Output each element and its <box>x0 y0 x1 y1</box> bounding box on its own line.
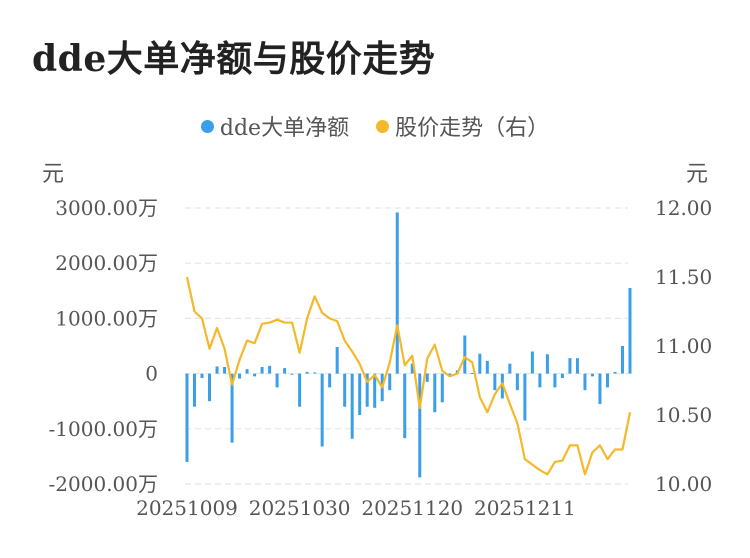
x-tick-label: 20251030 <box>249 496 351 520</box>
right-axis-unit: 元 <box>685 162 708 187</box>
dde-bar <box>208 373 212 402</box>
dde-bar <box>290 373 294 375</box>
y-right-tick-label: 11.00 <box>655 334 712 358</box>
dde-bar <box>320 373 324 447</box>
dde-bar <box>200 373 204 379</box>
dde-bar <box>388 373 392 391</box>
dde-bar <box>583 373 587 391</box>
dde-bar <box>538 373 542 388</box>
dde-bar <box>395 212 399 374</box>
dde-bar <box>313 372 317 374</box>
dde-bar <box>298 373 302 407</box>
legend-dot-price-icon <box>376 119 390 133</box>
dde-bar <box>433 373 437 413</box>
legend: dde大单净额 股价走势（右） <box>0 110 750 142</box>
dde-bar <box>523 373 527 421</box>
legend-label-price: 股价走势（右） <box>395 116 550 141</box>
x-tick-label: 20251009 <box>136 496 238 520</box>
dde-bar <box>560 373 564 379</box>
dde-bar <box>605 373 609 388</box>
y-left-tick-label: 0 <box>145 362 158 386</box>
dde-bar <box>553 373 557 388</box>
dde-bar <box>470 373 474 375</box>
y-left-tick-label: 2000.00万 <box>55 251 158 275</box>
y-left-tick-label: -1000.00万 <box>49 417 158 441</box>
dde-bar <box>343 373 347 407</box>
dde-bar <box>305 371 309 374</box>
dde-bar <box>230 373 234 443</box>
dde-bar <box>613 371 617 374</box>
y-right-tick-label: 10.50 <box>655 403 712 427</box>
dde-bar <box>275 373 279 388</box>
dde-bar <box>478 353 482 374</box>
y-left-tick-label: 1000.00万 <box>55 306 158 330</box>
dde-bar <box>598 373 602 404</box>
dde-bar <box>508 363 512 374</box>
dde-bar <box>545 354 549 374</box>
dde-bar <box>223 366 227 374</box>
dde-bar <box>590 373 594 377</box>
x-tick-label: 20251120 <box>361 496 463 520</box>
dde-bar <box>283 368 287 374</box>
dde-bar <box>350 373 354 439</box>
y-right-tick-label: 10.00 <box>655 472 712 496</box>
dde-bar <box>418 373 422 478</box>
dde-bar <box>335 347 339 374</box>
dde-bar <box>628 288 632 374</box>
dde-bar <box>403 373 407 439</box>
dde-bar <box>185 373 189 462</box>
legend-label-dde: dde大单净额 <box>219 116 350 141</box>
dde-bar <box>260 366 264 374</box>
dde-bar <box>568 358 572 374</box>
legend-item-dde[interactable]: dde大单净额 <box>200 110 350 142</box>
dde-bar <box>515 373 519 391</box>
dde-bar <box>485 360 489 374</box>
dde-bar <box>493 373 497 391</box>
legend-dot-dde-icon <box>200 119 214 133</box>
dde-bar <box>328 373 332 388</box>
dde-bar <box>245 369 249 374</box>
dde-bar <box>440 373 444 403</box>
legend-item-price[interactable]: 股价走势（右） <box>376 110 549 142</box>
price-line <box>185 276 632 476</box>
dde-bar <box>425 373 429 382</box>
y-left-tick-label: -2000.00万 <box>49 472 158 496</box>
dde-bar <box>365 373 369 407</box>
dde-bar <box>253 373 257 377</box>
dde-bar <box>410 363 414 374</box>
dde-bar <box>448 373 452 377</box>
dde-bar <box>373 373 377 408</box>
dde-bar <box>238 373 242 379</box>
chart-title: dde大单净额与股价走势 <box>32 38 436 80</box>
dde-bar <box>193 373 197 407</box>
dde-bar <box>268 365 272 374</box>
dde-bar <box>358 373 362 415</box>
dde-bar <box>463 335 467 374</box>
x-tick-label: 20251211 <box>474 496 576 520</box>
dde-bar <box>575 358 579 374</box>
y-right-tick-label: 12.00 <box>655 196 712 220</box>
left-axis-unit: 元 <box>42 162 65 187</box>
dde-bar <box>530 351 534 374</box>
y-right-tick-label: 11.50 <box>655 265 712 289</box>
dde-bar <box>215 366 219 374</box>
y-left-tick-label: 3000.00万 <box>55 196 158 220</box>
dde-bar <box>620 346 624 374</box>
